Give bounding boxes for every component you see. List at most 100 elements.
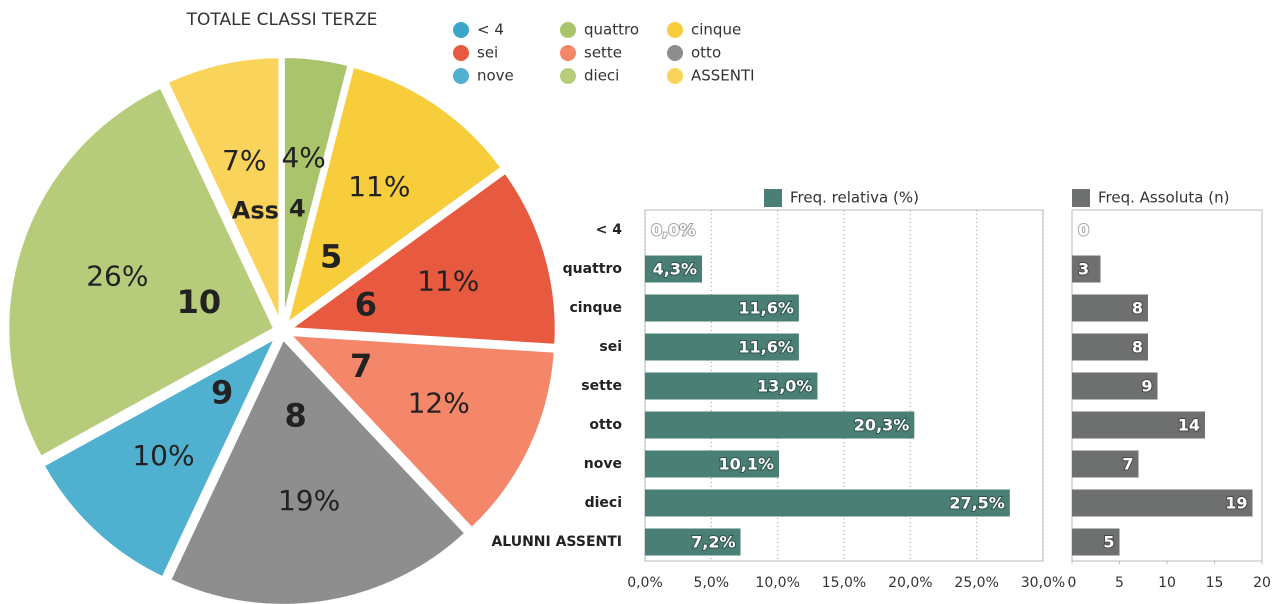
pie-slice [163, 54, 283, 326]
slice-label: 8 [285, 396, 307, 434]
legend-swatch [1072, 189, 1090, 207]
x-tick-label: 15,0% [822, 575, 866, 591]
legend-swatch [667, 68, 683, 84]
slice-label: 6 [355, 286, 377, 324]
legend-label: Freq. Assoluta (n) [1098, 189, 1229, 207]
legend-label: ASSENTI [691, 67, 755, 85]
slice-value-label: 12% [408, 387, 470, 420]
bar-value-label: 3 [1078, 260, 1089, 279]
x-tick-label: 5,0% [694, 575, 730, 591]
bar [645, 294, 799, 322]
x-tick-label: 20 [1253, 575, 1271, 591]
category-label: ALUNNI ASSENTI [491, 534, 622, 550]
slice-value-label: 4% [281, 141, 325, 174]
category-label: dieci [585, 495, 622, 511]
legend-label: nove [477, 67, 514, 85]
category-label: sette [581, 378, 622, 394]
bar-value-label: 8 [1132, 299, 1143, 318]
slice-value-label: 26% [86, 259, 148, 292]
x-tick-label: 10,0% [755, 575, 799, 591]
slice-value-label: 11% [348, 170, 410, 203]
pie-slice [166, 334, 470, 604]
legend-swatch [453, 22, 469, 38]
bar [1072, 489, 1253, 517]
legend-swatch [453, 68, 469, 84]
slice-value-label: 7% [222, 144, 266, 177]
legend-label: cinque [691, 21, 741, 39]
pie-slice [39, 331, 282, 582]
bar-value-label: 19 [1225, 494, 1247, 513]
legend-label: dieci [584, 67, 619, 85]
legend-swatch [560, 68, 576, 84]
slice-label: 9 [211, 374, 233, 412]
bar-value-label: 11,6% [738, 299, 794, 318]
bar-value-label: 10,1% [718, 455, 774, 474]
bar [645, 411, 915, 439]
legend-label: Freq. relativa (%) [790, 189, 919, 207]
bar [1072, 450, 1139, 478]
legend-swatch [453, 45, 469, 61]
x-tick-label: 25,0% [954, 575, 998, 591]
bar-value-label: 5 [1103, 533, 1114, 552]
pie-slice [283, 331, 558, 533]
legend-swatch [667, 45, 683, 61]
legend-label: sei [477, 44, 498, 62]
legend-swatch [560, 45, 576, 61]
legend-label: < 4 [477, 21, 504, 39]
slice-label: 5 [320, 238, 342, 276]
x-tick-label: 30,0% [1021, 575, 1065, 591]
pie-slice [283, 168, 559, 348]
bar [645, 372, 818, 400]
pie-slice [282, 63, 506, 331]
bar [1072, 333, 1148, 361]
x-tick-label: 0 [1068, 575, 1077, 591]
bar-value-label: 20,3% [854, 416, 910, 435]
bar [645, 450, 779, 478]
bar-value-label: 7 [1122, 455, 1133, 474]
bar [1072, 411, 1205, 439]
bar [1072, 372, 1158, 400]
pie-slice [280, 54, 352, 325]
bar [645, 255, 703, 283]
legend-label: quattro [584, 21, 639, 39]
slice-value-label: 10% [132, 439, 194, 472]
slice-label: Ass [232, 197, 279, 225]
legend-label: sette [584, 44, 622, 62]
legend-swatch [764, 189, 782, 207]
bar-value-label: 27,5% [949, 494, 1005, 513]
bar-value-label: 14 [1178, 416, 1200, 435]
legend-swatch [667, 22, 683, 38]
bar [645, 528, 741, 556]
pie-slice [5, 83, 278, 461]
slice-value-label: 11% [417, 265, 479, 298]
x-tick-label: 0,0% [627, 575, 663, 591]
bar-value-label: 11,6% [738, 338, 794, 357]
bar-value-label: 0,0% [651, 221, 695, 240]
slice-label: 10 [177, 283, 222, 321]
x-tick-label: 5 [1115, 575, 1124, 591]
x-tick-label: 10 [1158, 575, 1176, 591]
category-label: cinque [569, 300, 622, 316]
bar-value-label: 7,2% [691, 533, 735, 552]
category-label: quattro [563, 261, 623, 277]
bar [645, 489, 1010, 517]
chart-title: TOTALE CLASSI TERZE [186, 10, 378, 30]
legend-swatch [560, 22, 576, 38]
bar-value-label: 13,0% [757, 377, 813, 396]
bar [1072, 255, 1101, 283]
legend-label: otto [691, 44, 721, 62]
slice-value-label: 19% [278, 484, 340, 517]
category-label: otto [589, 417, 622, 433]
bar [645, 333, 799, 361]
category-label: < 4 [596, 222, 623, 238]
bar-value-label: 0 [1078, 221, 1089, 240]
bar-value-label: 9 [1141, 377, 1152, 396]
slice-label: 7 [350, 347, 372, 385]
bar-value-label: 4,3% [653, 260, 697, 279]
bar-value-label: 8 [1132, 338, 1143, 357]
slice-label: 4 [289, 195, 306, 223]
bar [1072, 528, 1120, 556]
x-tick-label: 15 [1206, 575, 1224, 591]
category-label: nove [584, 456, 622, 472]
